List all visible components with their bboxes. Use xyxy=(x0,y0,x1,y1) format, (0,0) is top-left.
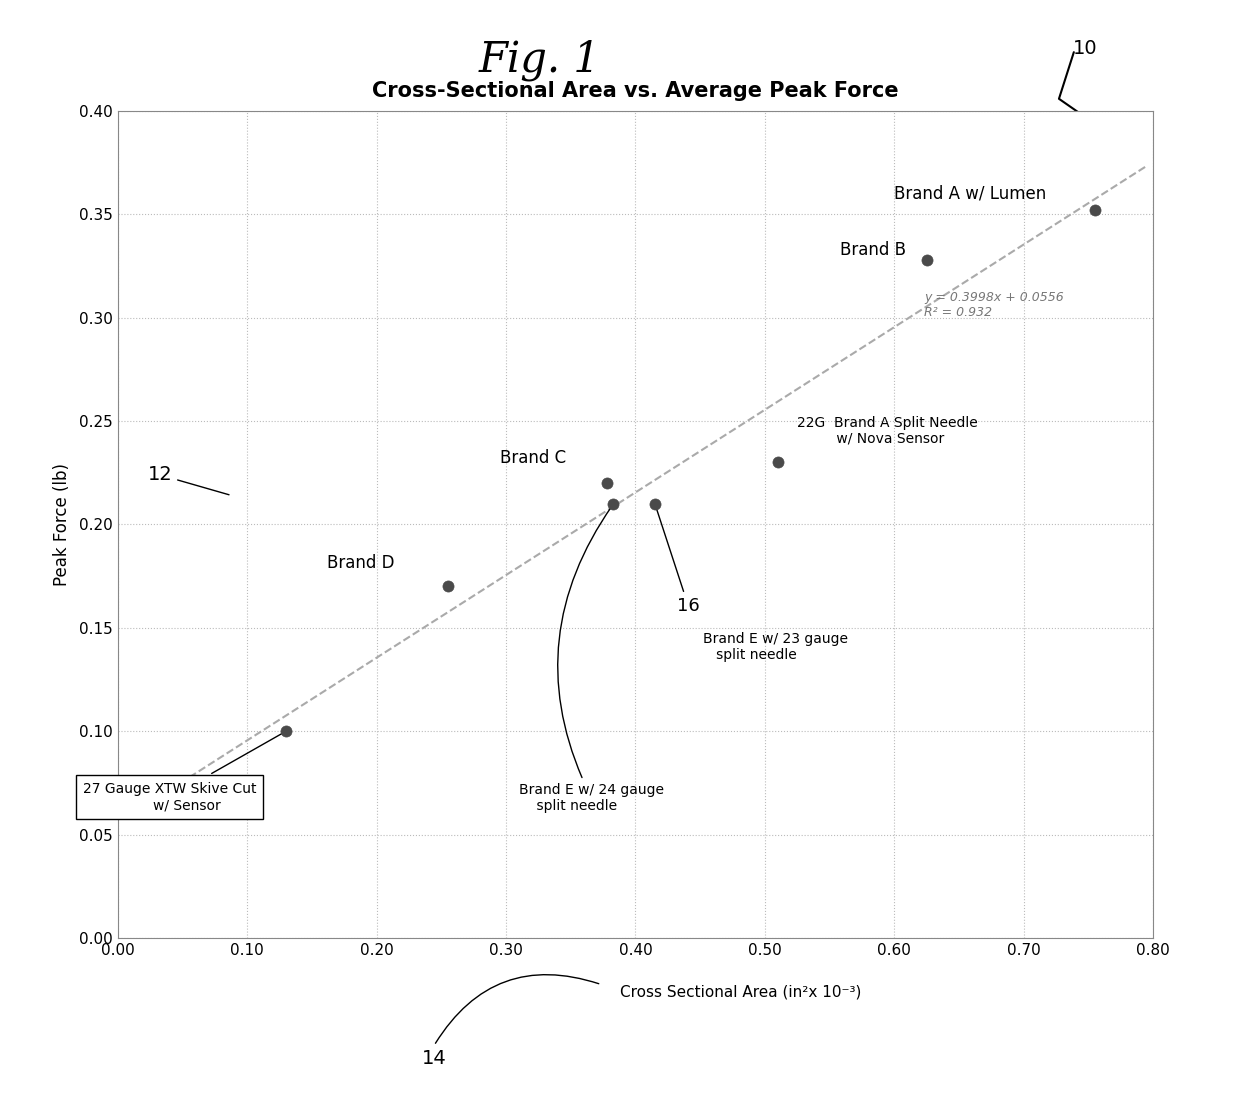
Y-axis label: Peak Force (lb): Peak Force (lb) xyxy=(53,463,71,586)
Text: y = 0.3998x + 0.0556
R² = 0.932: y = 0.3998x + 0.0556 R² = 0.932 xyxy=(924,291,1064,319)
Text: Brand A w/ Lumen: Brand A w/ Lumen xyxy=(894,184,1047,203)
Point xyxy=(645,495,665,513)
Point xyxy=(598,474,618,492)
Text: Brand D: Brand D xyxy=(327,554,396,572)
Text: 14: 14 xyxy=(422,1049,446,1068)
Text: 10: 10 xyxy=(1073,39,1097,58)
Point xyxy=(916,251,936,269)
Text: Brand C: Brand C xyxy=(500,448,565,466)
Point xyxy=(768,454,787,472)
Title: Cross-Sectional Area vs. Average Peak Force: Cross-Sectional Area vs. Average Peak Fo… xyxy=(372,81,899,101)
Point xyxy=(1085,201,1105,219)
Text: Brand E w/ 24 gauge
    split needle: Brand E w/ 24 gauge split needle xyxy=(520,506,663,814)
Text: Fig. 1: Fig. 1 xyxy=(479,39,600,81)
Point xyxy=(277,723,296,740)
Text: 27 Gauge XTW Skive Cut
        w/ Sensor: 27 Gauge XTW Skive Cut w/ Sensor xyxy=(83,733,284,813)
Text: 22G  Brand A Split Needle
         w/ Nova Sensor: 22G Brand A Split Needle w/ Nova Sensor xyxy=(797,416,978,446)
Text: Brand B: Brand B xyxy=(839,241,906,259)
Text: Brand E w/ 23 gauge
   split needle: Brand E w/ 23 gauge split needle xyxy=(703,632,848,663)
Text: Cross Sectional Area (in²x 10⁻³): Cross Sectional Area (in²x 10⁻³) xyxy=(620,985,862,1000)
Point xyxy=(604,495,624,513)
Text: 16: 16 xyxy=(656,506,699,615)
Text: 12: 12 xyxy=(148,465,229,495)
Point xyxy=(438,577,458,595)
